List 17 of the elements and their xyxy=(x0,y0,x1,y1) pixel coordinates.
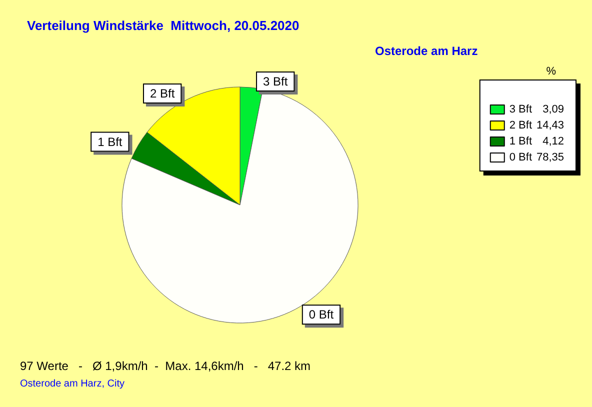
text: 97 Werte - Ø 1,9km/h - Max. 14,6km/h - 47.2 km xyxy=(20,359,311,373)
chart-subtitle: Osterode am Harz xyxy=(375,44,478,58)
legend-label: 3 Bft xyxy=(509,104,532,116)
legend-label: 2 Bft xyxy=(509,120,532,132)
chart-title: Verteilung Windstärke Mittwoch, 20.05.2020 xyxy=(27,18,300,33)
legend-label: 1 Bft xyxy=(509,136,532,148)
legend-label: 0 Bft xyxy=(509,152,532,164)
legend-title: % xyxy=(546,66,556,78)
data-label: 3,09 xyxy=(542,104,564,116)
slice-label: 2 Bft xyxy=(150,86,176,100)
text: Osterode am Harz, City xyxy=(20,378,124,390)
data-label: 78,35 xyxy=(536,152,564,164)
data-label: 4,12 xyxy=(542,136,564,148)
data-label: 14,43 xyxy=(536,120,564,132)
slice-label: 0 Bft xyxy=(308,308,334,322)
slice-label: 3 Bft xyxy=(263,74,288,89)
slice-label: 1 Bft xyxy=(98,134,123,149)
